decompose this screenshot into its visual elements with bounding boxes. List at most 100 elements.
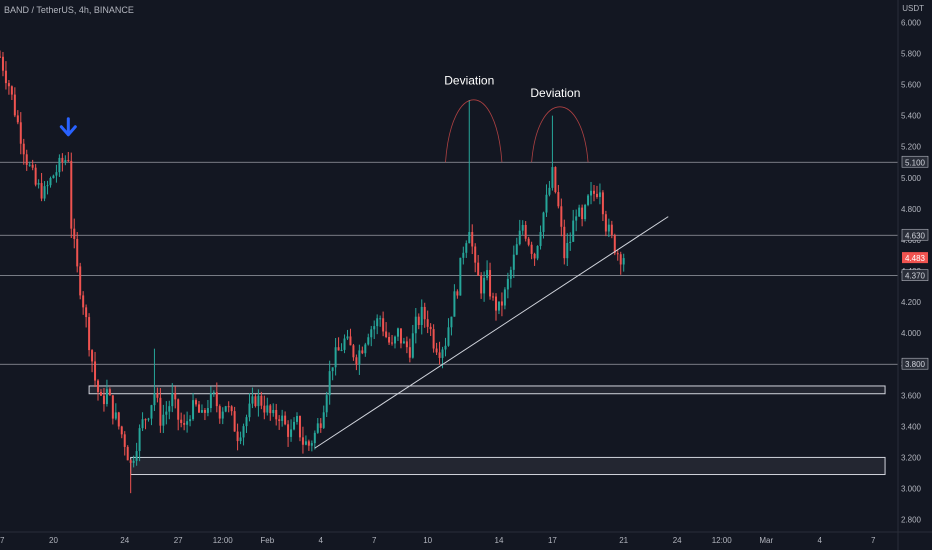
candle-body (349, 336, 352, 346)
candle-body (230, 406, 233, 412)
candle-body (296, 416, 298, 422)
x-tick-label: Feb (260, 536, 274, 545)
candle-body (373, 326, 376, 330)
candle-body (22, 143, 25, 155)
level-price-box (901, 269, 929, 281)
x-tick-label: 12:00 (213, 536, 234, 545)
candle-body (43, 186, 46, 199)
candle-body (67, 160, 70, 162)
last-price-label: 4.483 (905, 254, 926, 263)
candle-body (563, 226, 566, 259)
candle-body (94, 361, 97, 381)
candle-body (248, 403, 251, 418)
candle-body (616, 253, 619, 255)
deviation-annotation: Deviation (530, 86, 580, 100)
candle-body (494, 296, 497, 311)
candle-body (269, 405, 272, 414)
candle-body (195, 400, 198, 405)
level-price-label: 5.100 (905, 158, 926, 167)
candle-body (471, 231, 474, 247)
y-tick-label: 6.000 (901, 18, 922, 27)
x-tick-label: 4 (319, 536, 324, 545)
candle-body (551, 167, 554, 188)
candle-body (307, 441, 310, 446)
deviation-arc (531, 106, 589, 163)
candle-body (325, 395, 328, 413)
candle-body (619, 254, 622, 265)
candle-body (174, 393, 177, 400)
candle-body (587, 195, 590, 205)
candle-body (313, 432, 316, 444)
candle-body (601, 192, 604, 215)
candle-body (310, 443, 313, 446)
candle-body (102, 395, 105, 405)
candle-body (456, 291, 459, 296)
candle-body (186, 421, 189, 425)
candle-body (604, 214, 607, 232)
candles-layer (0, 50, 625, 494)
candle-body (441, 349, 444, 358)
y-axis[interactable]: 6.0005.8005.6005.4005.2005.0004.8004.600… (897, 0, 929, 550)
candle-body (584, 204, 587, 220)
candle-body (171, 393, 174, 407)
candle-body (162, 414, 165, 426)
deviation-arc (445, 99, 503, 163)
y-tick-label: 5.800 (901, 50, 922, 59)
candle-body (465, 243, 468, 253)
candle-body (370, 329, 373, 338)
candle-body (123, 434, 126, 447)
candle-body (432, 329, 435, 349)
candle-body (572, 220, 575, 242)
candle-body (340, 349, 343, 351)
x-axis[interactable]: 17 20 24 27 12:00 Feb 4 7 10 14 17 21 24 12:00 Mar 4 7 (0, 531, 932, 545)
candle-body (227, 406, 230, 408)
candle-body (575, 216, 578, 221)
candle-body (189, 419, 192, 422)
x-tick-label: 17 (0, 536, 5, 545)
candle-body (590, 190, 593, 196)
x-tick-label: 24 (673, 536, 682, 545)
candle-body (355, 357, 358, 365)
candle-body (429, 326, 432, 330)
candle-body (593, 190, 595, 194)
candle-body (379, 318, 382, 320)
candle-body (503, 289, 506, 306)
candle-body (367, 337, 370, 345)
x-tick-label: 12:00 (712, 536, 733, 545)
candle-body (595, 193, 598, 197)
candle-body (480, 275, 483, 294)
candle-body (0, 56, 1, 58)
candle-body (364, 344, 367, 354)
candle-body (64, 160, 67, 163)
candle-body (331, 367, 334, 372)
candle-body (19, 122, 22, 144)
candle-body (266, 405, 269, 413)
candle-body (376, 318, 379, 327)
candle-body (76, 238, 79, 267)
x-tick-label: 24 (120, 536, 129, 545)
ascending-trendline (314, 216, 669, 449)
candle-body (254, 396, 257, 407)
candle-body (301, 437, 304, 445)
y-tick-label: 4.000 (901, 329, 922, 338)
candle-body (524, 224, 527, 239)
candle-body (183, 423, 186, 425)
candle-body (242, 426, 245, 438)
candle-body (423, 306, 426, 320)
candle-body (319, 423, 322, 428)
candle-body (515, 244, 518, 255)
candle-body (405, 341, 408, 348)
candle-body (150, 405, 153, 419)
candle-body (272, 409, 275, 414)
candle-body (521, 224, 524, 231)
candle-body (566, 243, 569, 259)
x-tick-label: 27 (174, 536, 183, 545)
down-arrow-icon (59, 117, 77, 137)
candle-body (108, 389, 111, 396)
candle-body (536, 245, 539, 259)
candle-body (25, 154, 28, 165)
candle-body (281, 415, 284, 421)
candle-body (85, 307, 88, 318)
candle-body (61, 157, 64, 163)
